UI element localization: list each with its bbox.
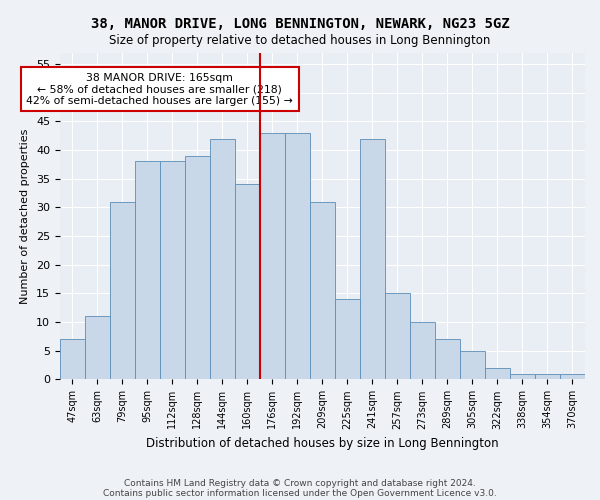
Bar — [310, 202, 335, 380]
X-axis label: Distribution of detached houses by size in Long Bennington: Distribution of detached houses by size … — [146, 437, 499, 450]
Bar — [510, 374, 535, 380]
Bar — [285, 133, 310, 380]
Text: 38, MANOR DRIVE, LONG BENNINGTON, NEWARK, NG23 5GZ: 38, MANOR DRIVE, LONG BENNINGTON, NEWARK… — [91, 18, 509, 32]
Bar — [135, 162, 160, 380]
Bar — [485, 368, 510, 380]
Bar — [110, 202, 135, 380]
Text: Contains public sector information licensed under the Open Government Licence v3: Contains public sector information licen… — [103, 488, 497, 498]
Bar — [535, 374, 560, 380]
Bar — [85, 316, 110, 380]
Bar — [260, 133, 285, 380]
Bar — [560, 374, 585, 380]
Bar — [385, 294, 410, 380]
Bar — [185, 156, 210, 380]
Bar — [435, 340, 460, 380]
Bar — [160, 162, 185, 380]
Bar — [460, 351, 485, 380]
Bar — [410, 322, 435, 380]
Y-axis label: Number of detached properties: Number of detached properties — [20, 128, 31, 304]
Text: Size of property relative to detached houses in Long Bennington: Size of property relative to detached ho… — [109, 34, 491, 47]
Bar — [235, 184, 260, 380]
Text: 38 MANOR DRIVE: 165sqm
← 58% of detached houses are smaller (218)
42% of semi-de: 38 MANOR DRIVE: 165sqm ← 58% of detached… — [26, 72, 293, 106]
Bar — [210, 138, 235, 380]
Bar — [60, 340, 85, 380]
Bar — [360, 138, 385, 380]
Bar — [335, 299, 360, 380]
Text: Contains HM Land Registry data © Crown copyright and database right 2024.: Contains HM Land Registry data © Crown c… — [124, 478, 476, 488]
